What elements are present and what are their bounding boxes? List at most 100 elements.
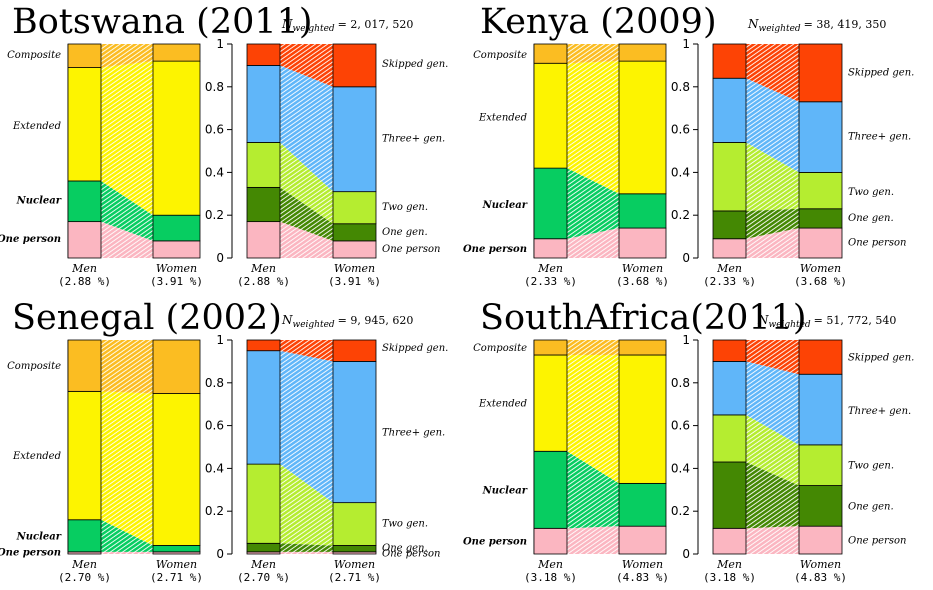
- x-share-label: (3.91 %): [150, 275, 203, 288]
- household-type-label: Composite: [7, 50, 61, 61]
- household-type-label: Extended: [12, 451, 61, 462]
- x-category-label: Women: [622, 262, 663, 275]
- x-share-label: (2.71 %): [150, 571, 203, 584]
- generation-label: Three+ gen.: [848, 406, 911, 417]
- x-category-label: Women: [334, 262, 375, 275]
- household-type-connector-nuclear: [101, 180, 153, 241]
- y-tick-label: 0.2: [205, 208, 224, 222]
- generation-bar-men: [712, 414, 747, 463]
- y-tick-label: 1: [682, 333, 690, 347]
- household-type-bar-men: [67, 67, 102, 182]
- generation-label: Two gen.: [848, 461, 894, 472]
- household-type-connector-extended: [101, 391, 153, 546]
- generation-bar-men: [246, 463, 281, 544]
- generation-label: Three+ gen.: [382, 134, 445, 145]
- household-type-label: One person: [463, 537, 527, 548]
- household-type-bar-women: [152, 43, 201, 62]
- x-share-label: (4.83 %): [616, 571, 669, 584]
- generation-connector-one-gen-: [280, 187, 333, 241]
- y-tick-label: 0: [682, 251, 690, 265]
- household-type-label: Nuclear: [16, 196, 62, 207]
- y-tick-label: 0: [216, 251, 224, 265]
- x-share-label: (3.68 %): [794, 275, 847, 288]
- y-tick-label: 1: [682, 37, 690, 51]
- y-tick-label: 0.6: [205, 123, 224, 137]
- y-tick-label: 0.6: [671, 123, 690, 137]
- household-type-bar-men: [533, 354, 568, 452]
- y-tick-label: 0.8: [205, 80, 224, 94]
- panel-title: Botswana (2011): [12, 2, 313, 42]
- household-type-bar-women: [618, 43, 667, 62]
- household-type-bar-men: [67, 221, 102, 259]
- generation-bar-women: [798, 227, 843, 259]
- generation-bar-women: [332, 191, 377, 225]
- household-type-bar-women: [152, 240, 201, 259]
- household-type-connector-composite: [101, 44, 153, 68]
- generation-connector-two-gen-: [746, 414, 799, 486]
- household-type-connector-nuclear: [567, 451, 619, 529]
- household-type-label: Nuclear: [16, 531, 62, 542]
- household-type-connector-one-person: [101, 221, 153, 258]
- household-type-connector-extended: [567, 61, 619, 194]
- generation-bar-men: [712, 142, 747, 212]
- n-subscript: weighted: [293, 320, 335, 330]
- y-tick-label: 0: [682, 547, 690, 561]
- generation-bar-women: [798, 339, 843, 375]
- n-value: = 38, 419, 350: [804, 18, 887, 31]
- household-type-bar-men: [533, 450, 568, 529]
- y-tick-label: 0.4: [671, 165, 690, 179]
- household-type-label: Composite: [473, 343, 527, 354]
- generation-label: One gen.: [848, 213, 894, 224]
- x-share-label: (4.83 %): [794, 571, 847, 584]
- generation-connector-skipped-gen-: [746, 340, 799, 375]
- panel-3: Senegal (2002) Nweighted = 9, 945, 620 Comp…: [0, 298, 448, 584]
- generation-connector-one-person: [746, 228, 799, 258]
- generation-bar-women: [798, 444, 843, 486]
- generation-bar-women: [332, 545, 377, 553]
- y-tick-label: 1: [216, 37, 224, 51]
- y-tick-label: 0: [216, 547, 224, 561]
- generation-bar-men: [712, 339, 747, 362]
- generation-connector-skipped-gen-: [280, 340, 333, 362]
- generation-bar-men: [712, 77, 747, 143]
- n-value: = 51, 772, 540: [814, 314, 897, 327]
- generation-bar-men: [246, 65, 281, 143]
- generation-connector-one-person: [746, 526, 799, 554]
- n-symbol: N: [281, 313, 293, 327]
- x-share-label: (2.71 %): [328, 571, 381, 584]
- household-type-connector-one-person: [567, 526, 619, 554]
- household-type-bar-women: [152, 214, 201, 242]
- generation-bar-women: [798, 485, 843, 527]
- generation-label: One person: [382, 244, 440, 255]
- household-type-bar-women: [152, 393, 201, 546]
- generation-connector-three-gen-: [746, 78, 799, 173]
- x-category-label: Men: [716, 558, 742, 571]
- household-type-connector-one-person: [101, 551, 153, 554]
- household-type-bar-women: [618, 354, 667, 484]
- x-category-label: Men: [537, 262, 563, 275]
- household-type-label: Nuclear: [482, 200, 528, 211]
- household-type-label: One person: [0, 234, 61, 245]
- y-tick-label: 0.4: [205, 461, 224, 475]
- n-weighted-label: Nweighted = 9, 945, 620: [281, 313, 413, 330]
- generation-bar-women: [332, 240, 377, 259]
- generation-bar-men: [246, 186, 281, 223]
- generation-connector-one-gen-: [746, 208, 799, 239]
- generation-connector-two-gen-: [280, 464, 333, 546]
- x-share-label: (2.88 %): [58, 275, 111, 288]
- generation-bar-women: [332, 339, 377, 362]
- n-subscript: weighted: [293, 24, 335, 34]
- generation-label: Skipped gen.: [848, 67, 914, 78]
- household-type-connector-one-person: [567, 228, 619, 258]
- household-type-bar-men: [533, 339, 568, 356]
- generation-connector-two-gen-: [746, 142, 799, 211]
- x-category-label: Men: [250, 262, 276, 275]
- x-share-label: (2.33 %): [524, 275, 577, 288]
- household-type-connector-nuclear: [567, 168, 619, 239]
- y-tick-label: 0.6: [205, 419, 224, 433]
- generation-bar-men: [712, 361, 747, 416]
- household-type-bar-men: [533, 167, 568, 240]
- generation-bar-women: [798, 43, 843, 103]
- x-share-label: (2.70 %): [237, 571, 290, 584]
